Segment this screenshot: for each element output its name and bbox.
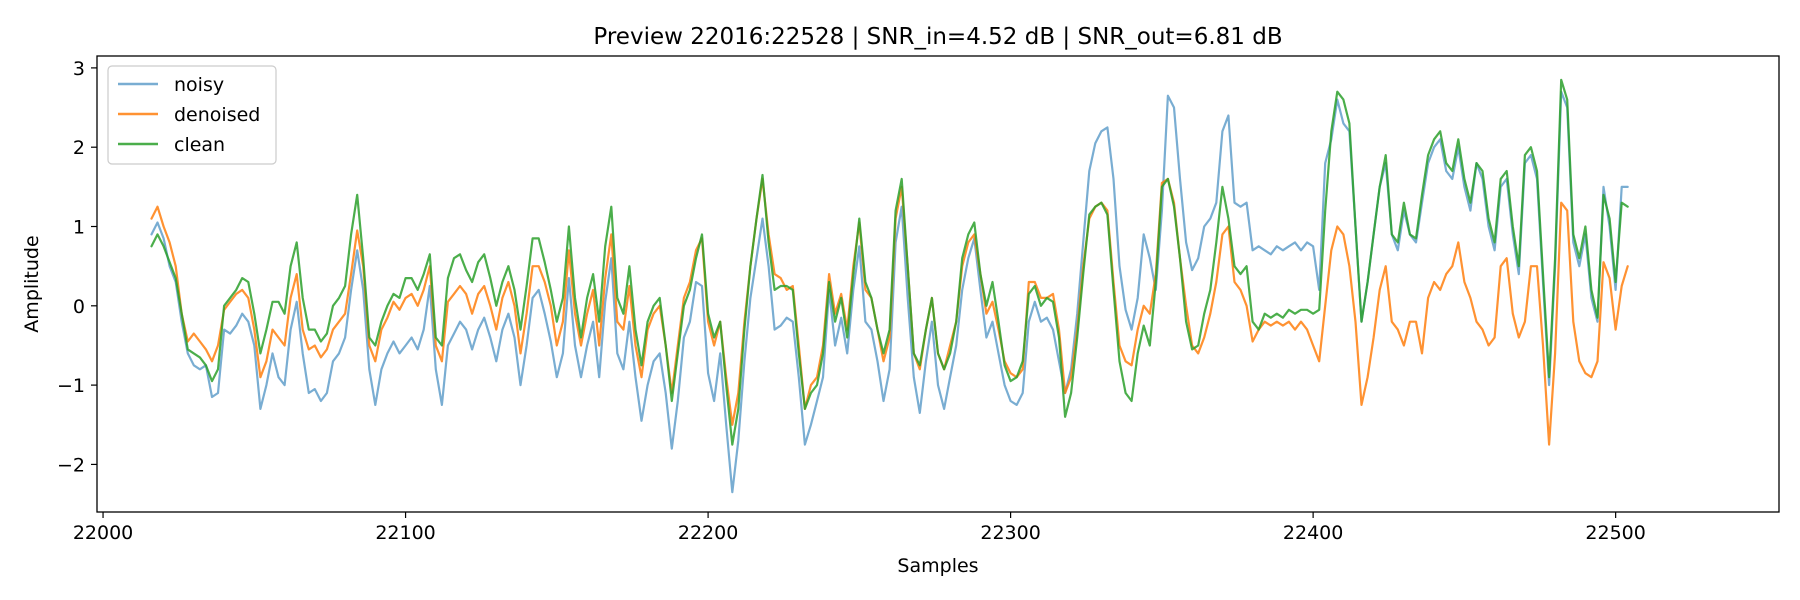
legend-label-clean: clean [174,134,225,156]
y-tick-label: 1 [73,217,85,239]
series-line-denoised [150,177,1629,446]
x-tick-label: 22000 [73,522,133,544]
legend-box [107,65,277,165]
y-tick-label: −2 [57,454,85,476]
chart-title: Preview 22016:22528 | SNR_in=4.52 dB | S… [593,24,1282,50]
x-tick-label: 22100 [375,522,435,544]
series-layer [150,78,1629,494]
x-tick-label: 22300 [980,522,1040,544]
x-tick-label: 22200 [678,522,738,544]
y-tick-label: 2 [73,137,85,159]
legend: noisy denoised clean [107,65,277,165]
x-tick-label: 22500 [1585,522,1645,544]
legend-label-noisy: noisy [174,74,224,96]
y-axis: −2 −1 0 1 2 3 [57,58,97,476]
plot-frame [96,55,1780,513]
x-tick-label: 22400 [1283,522,1343,544]
y-tick-label: 0 [73,296,85,318]
y-tick-label: −1 [57,375,85,397]
series-line-clean [150,78,1629,446]
x-axis: 22000 22100 22200 22300 22400 22500 [73,512,1646,544]
y-axis-label: Amplitude [21,235,43,332]
y-tick-label: 3 [73,58,85,80]
x-axis-label: Samples [897,555,978,577]
legend-label-denoised: denoised [174,104,260,126]
